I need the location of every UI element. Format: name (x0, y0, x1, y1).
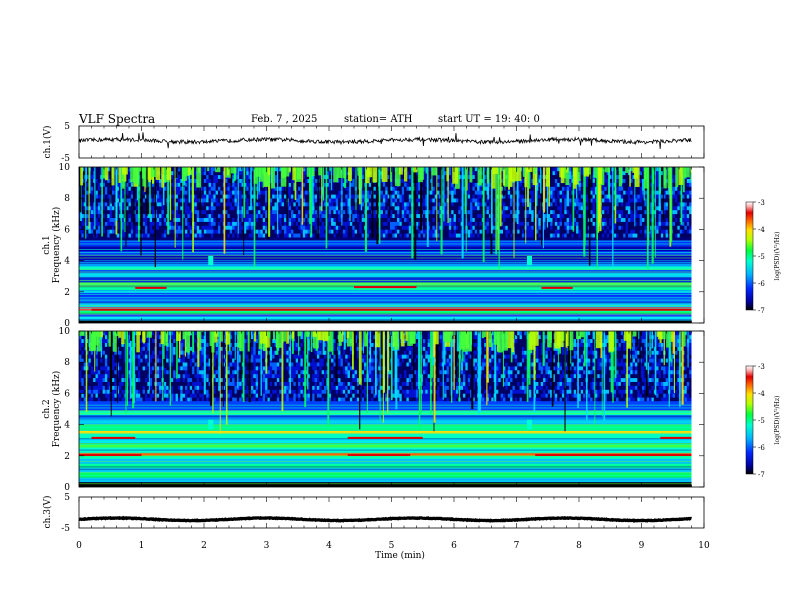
burst-segment (135, 286, 167, 289)
colorbar-label: log(PSD)(V²/Hz) (774, 232, 781, 281)
ch3-ytick-top: 5 (64, 493, 70, 503)
colorbar-tick: -7 (758, 307, 765, 315)
ch3-trace (78, 515, 692, 523)
figure-title: VLF Spectra (79, 112, 156, 126)
spectro2-ytick-6: 6 (64, 389, 70, 399)
colorbar-tick: -7 (758, 471, 765, 479)
ch1-ytick-top: 5 (64, 122, 70, 132)
spectro2-ytick-8: 8 (64, 358, 70, 368)
ch1-ytick-bottom: -5 (61, 154, 70, 164)
burst-segment (541, 286, 573, 289)
burst-segment (79, 454, 142, 457)
xtick-8: 8 (576, 541, 582, 551)
colorbar-tick: -4 (758, 226, 765, 234)
ch2-frequency-label: Frequency (kHz) (51, 371, 62, 448)
ch2-spectro-label: ch.2 (42, 399, 52, 418)
xtick-7: 7 (514, 541, 520, 551)
spectro1-ytick-0: 0 (64, 319, 70, 329)
burst-segment (347, 436, 423, 439)
xtick-2: 2 (201, 541, 207, 551)
ch3-ytick-bottom: -5 (61, 524, 70, 534)
spectro1-ytick-10: 10 (59, 163, 71, 173)
spectro2-ytick-0: 0 (64, 483, 70, 493)
spectro1-ytick-4: 4 (64, 257, 70, 267)
spectro2-ytick-10: 10 (59, 327, 71, 337)
spectro1-ytick-2: 2 (64, 288, 70, 298)
xtick-10: 10 (698, 541, 710, 551)
start-time-label: start UT = 19: 40: 0 (438, 114, 540, 125)
colorbar-tick: -4 (758, 390, 765, 398)
colorbar-label: log(PSD)(V²/Hz) (774, 396, 781, 445)
x-axis-label: Time (min) (375, 550, 425, 561)
burst-segment (535, 454, 692, 457)
burst-segment (91, 308, 692, 311)
ch3-ylabel: ch.3(V) (42, 496, 53, 529)
colorbar-tick: -5 (758, 253, 765, 261)
xtick-9: 9 (639, 541, 645, 551)
xtick-4: 4 (326, 541, 332, 551)
xtick-5: 5 (389, 541, 395, 551)
ch1-spectro-label: ch.1 (42, 235, 52, 254)
burst-segment (660, 436, 692, 439)
colorbar-tick: -3 (758, 363, 765, 371)
burst-segment (347, 454, 411, 457)
spectrogram-ch2 (79, 331, 692, 487)
colorbar-ch2 (745, 365, 754, 475)
station-label: station= ATH (344, 114, 413, 125)
ch1-trace (78, 132, 692, 149)
burst-segment (354, 286, 417, 289)
xtick-0: 0 (76, 541, 82, 551)
xtick-3: 3 (264, 541, 270, 551)
spectro1-ytick-8: 8 (64, 194, 70, 204)
colorbar-tick: -6 (758, 444, 765, 452)
colorbar-ch1 (745, 201, 754, 311)
colorbar-tick: -5 (758, 417, 765, 425)
spectro1-ytick-6: 6 (64, 225, 70, 235)
spectrogram-ch1 (79, 167, 692, 323)
colorbar-tick: -6 (758, 280, 765, 288)
xtick-1: 1 (139, 541, 145, 551)
xtick-6: 6 (451, 541, 457, 551)
ch1-ylabel: ch.1(V) (42, 126, 53, 159)
spectro2-ytick-4: 4 (64, 421, 70, 431)
spectro2-ytick-2: 2 (64, 452, 70, 462)
colorbar-tick: -3 (758, 199, 765, 207)
date-label: Feb. 7 , 2025 (251, 114, 318, 125)
burst-segment (91, 436, 136, 439)
ch1-frequency-label: Frequency (kHz) (51, 207, 62, 284)
